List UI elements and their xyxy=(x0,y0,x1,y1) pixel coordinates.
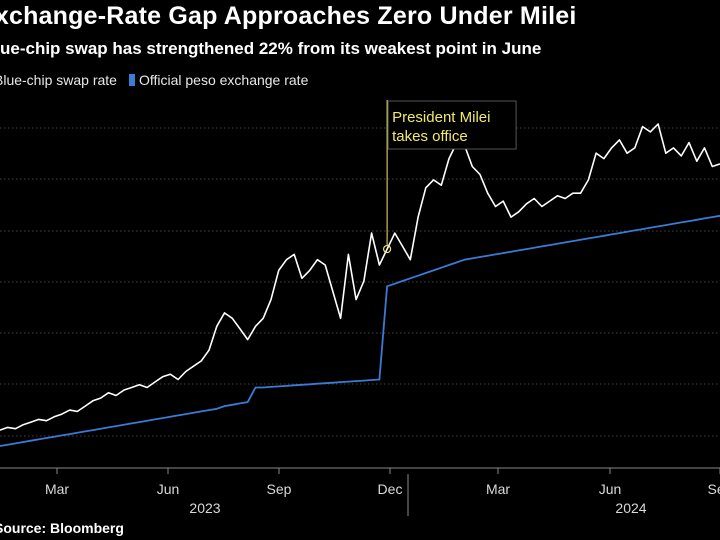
x-tick-label-1: Jun xyxy=(157,481,180,497)
x-tick-label-6: Sep xyxy=(708,481,720,497)
legend: Blue-chip swap rate Official peso exchan… xyxy=(0,72,320,88)
legend-item-official: Official peso exchange rate xyxy=(128,72,309,88)
x-tick-label-3: Dec xyxy=(378,481,403,497)
x-tick-label-2: Sep xyxy=(267,481,292,497)
legend-swatch-official xyxy=(128,74,135,86)
series-line-0 xyxy=(0,123,720,431)
source-note: Source: Bloomberg xyxy=(0,520,124,536)
annotation-text-1: takes office xyxy=(392,128,468,145)
legend-label-official: Official peso exchange rate xyxy=(138,72,309,88)
x-tick-label-4: Mar xyxy=(486,481,510,497)
legend-item-blue-chip: Blue-chip swap rate xyxy=(0,72,117,88)
chart-title: Exchange-Rate Gap Approaches Zero Under … xyxy=(0,2,577,30)
x-tick-label-5: Jun xyxy=(599,481,622,497)
year-label-0: 2023 xyxy=(189,500,220,516)
series-line-1 xyxy=(0,214,720,447)
year-label-1: 2024 xyxy=(615,500,646,516)
chart-subtitle: Blue-chip swap has strengthened 22% from… xyxy=(0,39,542,58)
annotation-text-0: President Milei xyxy=(392,109,490,126)
annotation-marker xyxy=(382,244,392,254)
annotation-box xyxy=(387,100,517,150)
legend-label-blue-chip: Blue-chip swap rate xyxy=(0,72,117,88)
x-tick-label-0: Mar xyxy=(45,481,69,497)
